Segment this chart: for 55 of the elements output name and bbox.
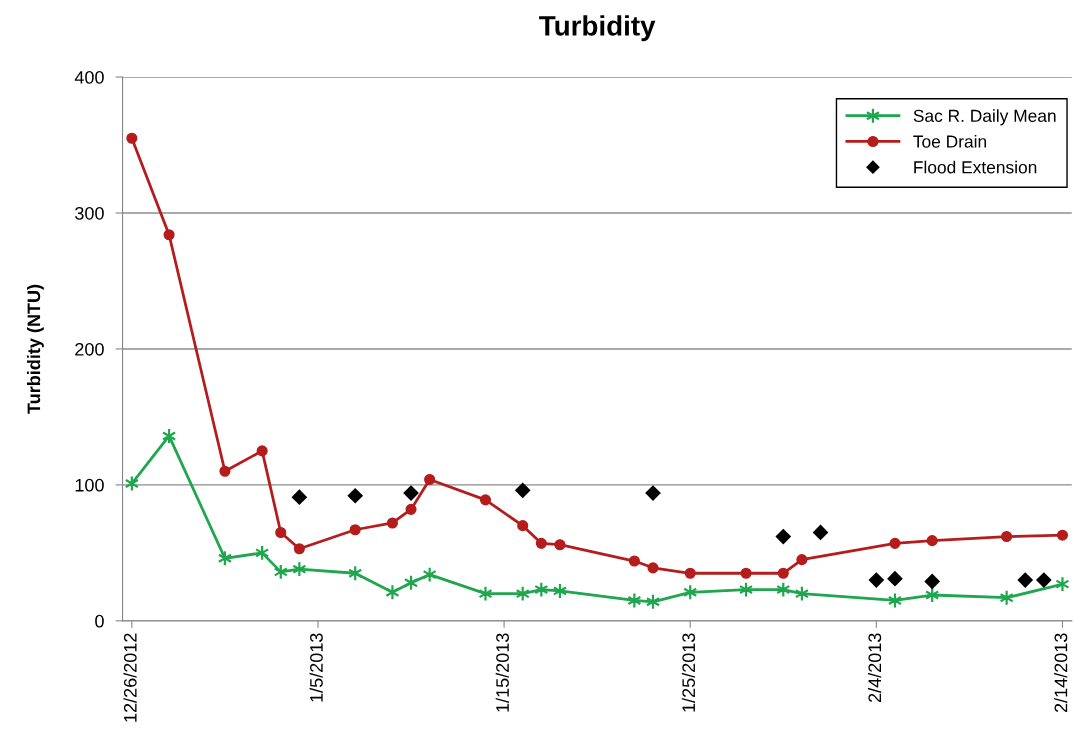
point xyxy=(740,567,752,579)
point xyxy=(889,537,901,549)
point xyxy=(403,485,419,501)
point xyxy=(385,584,400,601)
x-tick-label: 1/5/2013 xyxy=(309,633,323,702)
point xyxy=(349,524,361,536)
point xyxy=(796,554,808,566)
point xyxy=(386,517,398,529)
chart-title: Turbidity xyxy=(539,15,656,42)
point xyxy=(926,535,938,547)
point xyxy=(219,465,231,477)
point xyxy=(812,524,829,541)
x-tick-label: 2/4/2013 xyxy=(867,633,882,703)
point xyxy=(405,503,417,515)
y-tick-label: 100 xyxy=(75,478,104,492)
point xyxy=(293,543,305,555)
point xyxy=(1036,572,1052,588)
x-tick-label: 1/25/2013 xyxy=(681,633,696,712)
legend-label: Sac R. Daily Mean xyxy=(913,109,1056,126)
point xyxy=(514,482,531,499)
x-tick-label: 2/14/2013 xyxy=(1054,633,1068,713)
point xyxy=(256,445,268,457)
point xyxy=(535,537,547,549)
point xyxy=(479,494,492,506)
point xyxy=(647,562,659,574)
x-tick-label: 12/26/2012 xyxy=(123,633,137,722)
y-tick-label: 200 xyxy=(75,342,104,356)
point xyxy=(887,570,903,587)
point xyxy=(126,132,138,144)
legend-label: Toe Drain xyxy=(913,134,987,148)
point xyxy=(347,487,364,504)
y-tick-label: 400 xyxy=(74,70,104,84)
point xyxy=(924,573,941,590)
y-axis-title: Turbidity (NTU) xyxy=(26,284,44,414)
y-tick-label: 300 xyxy=(75,206,104,220)
point xyxy=(163,229,175,241)
point xyxy=(554,539,566,551)
legend-label: Flood Extension xyxy=(914,160,1037,174)
point xyxy=(645,485,661,501)
point xyxy=(291,489,308,505)
y-tick-label: 0 xyxy=(95,614,104,628)
point xyxy=(868,572,885,588)
point xyxy=(1055,576,1070,593)
point xyxy=(478,585,493,602)
point xyxy=(684,567,696,579)
point xyxy=(517,520,529,532)
point xyxy=(1056,529,1069,541)
point xyxy=(1001,530,1013,543)
point xyxy=(628,555,640,567)
point xyxy=(275,526,287,539)
point xyxy=(777,567,789,579)
point xyxy=(424,473,436,486)
point xyxy=(775,528,792,545)
x-tick-label: 1/15/2013 xyxy=(495,633,509,712)
point xyxy=(1017,572,1034,588)
